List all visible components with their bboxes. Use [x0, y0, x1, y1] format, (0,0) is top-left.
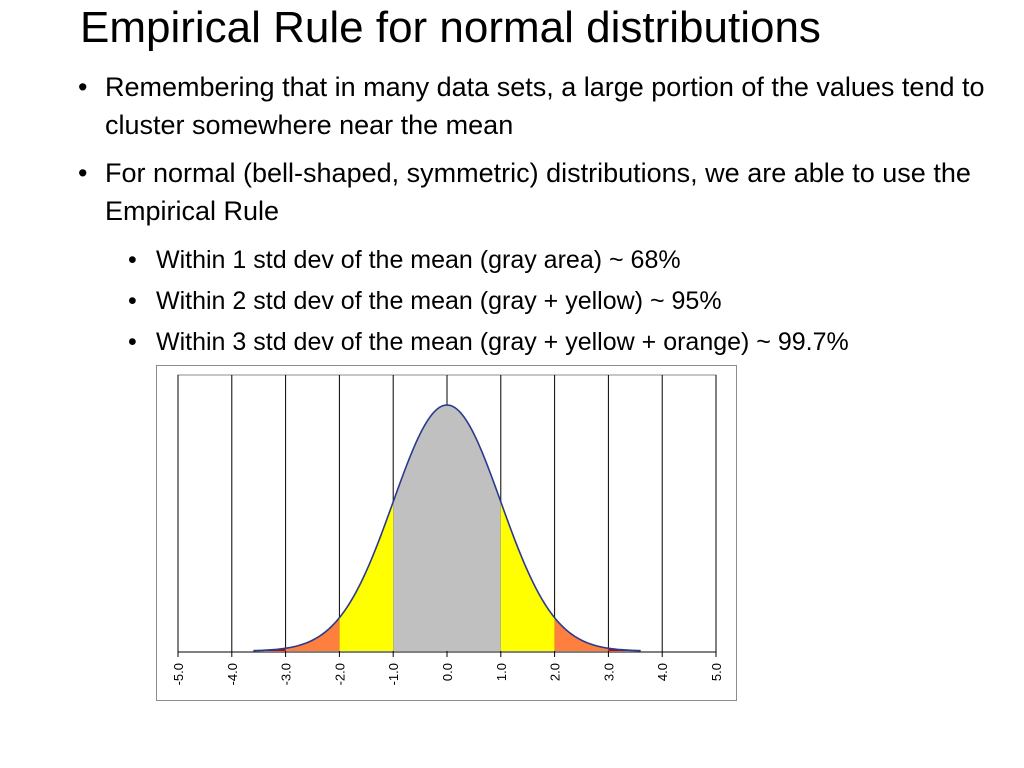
x-tick-label: 3.0 — [601, 663, 616, 681]
x-tick-label: 2.0 — [548, 663, 563, 681]
x-tick-label: -5.0 — [171, 663, 186, 685]
bullet-item: • For normal (bell-shaped, symmetric) di… — [0, 154, 1005, 230]
normal-curve — [253, 404, 641, 652]
sub-bullet-marker: • — [128, 287, 137, 315]
region-red-tail — [253, 648, 286, 651]
sub-bullet-marker: • — [128, 246, 137, 274]
x-tick-label: 1.0 — [494, 663, 509, 681]
x-tick-label: -4.0 — [225, 663, 240, 685]
region-orange — [285, 617, 340, 651]
sub-bullet-item: • Within 2 std dev of the mean (gray + y… — [0, 281, 1016, 322]
bullet-marker: • — [78, 158, 88, 188]
region-red-tail — [608, 648, 641, 651]
sub-bullet-marker: • — [128, 328, 137, 356]
bullet-marker: • — [78, 72, 88, 102]
x-tick-label: -2.0 — [332, 663, 347, 685]
bullet-item: • Remembering that in many data sets, a … — [0, 68, 1005, 144]
sub-bullet-item: • Within 3 std dev of the mean (gray + y… — [0, 322, 1016, 363]
x-tick-label: 5.0 — [709, 663, 724, 681]
curve-layer — [253, 404, 641, 652]
normal-distribution-chart: -5.0 -4.0 -3.0 -2.0 -1.0 0.0 1.0 2.0 3.0 4.0 5.0 — [156, 365, 737, 701]
bullet-text: For normal (bell-shaped, symmetric) dist… — [105, 158, 971, 226]
bullet-list: • Remembering that in many data sets, a … — [0, 68, 1024, 363]
x-tick-label: 4.0 — [655, 663, 670, 681]
region-gray — [393, 405, 501, 651]
bullet-text: Remembering that in many data sets, a la… — [105, 72, 985, 140]
x-tick-label: -1.0 — [386, 663, 401, 685]
slide-title: Empirical Rule for normal distributions — [80, 3, 821, 52]
sub-bullet-text: Within 2 std dev of the mean (gray + yel… — [156, 287, 722, 315]
sub-bullet-text: Within 3 std dev of the mean (gray + yel… — [156, 328, 849, 356]
x-tick-label: -3.0 — [279, 663, 294, 685]
sub-bullet-item: • Within 1 std dev of the mean (gray are… — [0, 240, 1016, 281]
x-tick-label: 0.0 — [440, 663, 455, 681]
region-orange — [554, 617, 609, 651]
sub-bullet-text: Within 1 std dev of the mean (gray area)… — [156, 246, 681, 274]
x-tick-labels: -5.0 -4.0 -3.0 -2.0 -1.0 0.0 1.0 2.0 3.0 4.0 5.0 — [171, 652, 724, 685]
